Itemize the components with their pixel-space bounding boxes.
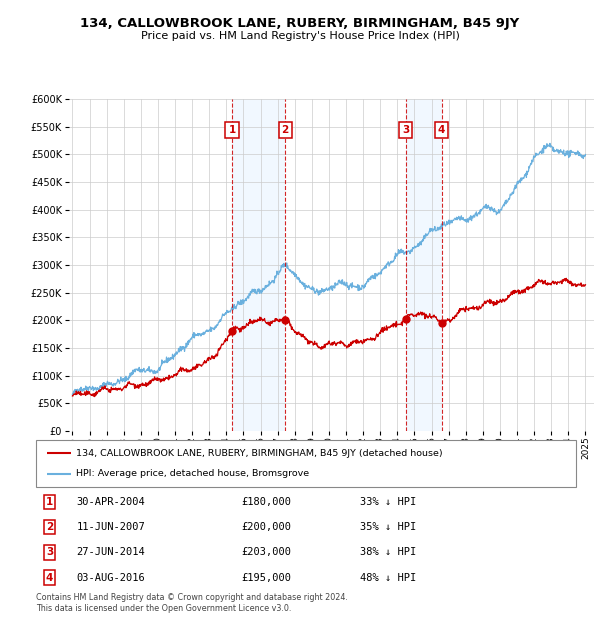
Text: £200,000: £200,000 — [241, 522, 291, 532]
Text: Contains HM Land Registry data © Crown copyright and database right 2024.: Contains HM Land Registry data © Crown c… — [36, 593, 348, 603]
Text: 2: 2 — [281, 125, 289, 135]
Text: 30-APR-2004: 30-APR-2004 — [77, 497, 145, 507]
Text: 4: 4 — [438, 125, 445, 135]
Text: 134, CALLOWBROOK LANE, RUBERY, BIRMINGHAM, B45 9JY: 134, CALLOWBROOK LANE, RUBERY, BIRMINGHA… — [80, 17, 520, 30]
Bar — [406, 99, 442, 431]
Text: 1: 1 — [46, 497, 53, 507]
Text: 3: 3 — [402, 125, 409, 135]
Text: Price paid vs. HM Land Registry's House Price Index (HPI): Price paid vs. HM Land Registry's House … — [140, 31, 460, 41]
Text: 35% ↓ HPI: 35% ↓ HPI — [360, 522, 416, 532]
Text: 2: 2 — [46, 522, 53, 532]
Text: 03-AUG-2016: 03-AUG-2016 — [77, 573, 145, 583]
Text: £180,000: £180,000 — [241, 497, 291, 507]
Text: 3: 3 — [46, 547, 53, 557]
Text: 11-JUN-2007: 11-JUN-2007 — [77, 522, 145, 532]
Text: 27-JUN-2014: 27-JUN-2014 — [77, 547, 145, 557]
Text: 48% ↓ HPI: 48% ↓ HPI — [360, 573, 416, 583]
Text: 38% ↓ HPI: 38% ↓ HPI — [360, 547, 416, 557]
Text: £195,000: £195,000 — [241, 573, 291, 583]
Text: This data is licensed under the Open Government Licence v3.0.: This data is licensed under the Open Gov… — [36, 604, 292, 613]
Text: 1: 1 — [229, 125, 236, 135]
Text: 4: 4 — [46, 573, 53, 583]
Text: £203,000: £203,000 — [241, 547, 291, 557]
Text: 33% ↓ HPI: 33% ↓ HPI — [360, 497, 416, 507]
Text: HPI: Average price, detached house, Bromsgrove: HPI: Average price, detached house, Brom… — [77, 469, 310, 478]
FancyBboxPatch shape — [36, 440, 576, 487]
Bar — [232, 99, 285, 431]
Text: 134, CALLOWBROOK LANE, RUBERY, BIRMINGHAM, B45 9JY (detached house): 134, CALLOWBROOK LANE, RUBERY, BIRMINGHA… — [77, 449, 443, 458]
